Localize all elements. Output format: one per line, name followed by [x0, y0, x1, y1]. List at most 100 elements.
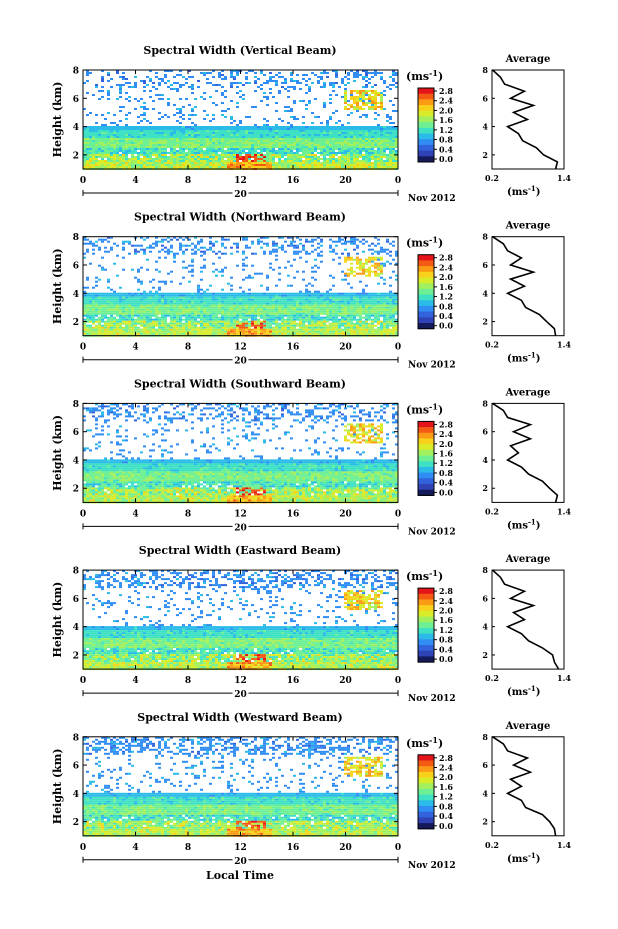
heatmap-cell [392, 84, 395, 86]
heatmap-cell [89, 302, 92, 305]
heatmap-cell [353, 144, 356, 146]
heatmap-cell [140, 304, 143, 307]
heatmap-cell [386, 158, 389, 160]
heatmap-cell [209, 312, 212, 315]
heatmap-cell [152, 162, 155, 164]
heatmap-cell [275, 314, 278, 317]
heatmap-cell [134, 152, 137, 154]
heatmap-cell [122, 332, 125, 335]
heatmap-cell [173, 330, 176, 333]
heatmap-cell [107, 250, 110, 253]
heatmap-cell [338, 142, 341, 144]
heatmap-cell [392, 144, 395, 146]
heatmap-cell [191, 252, 194, 255]
heatmap-cell [164, 136, 167, 138]
heatmap-cell [113, 154, 116, 156]
heatmap-cell [158, 312, 161, 315]
heatmap-cell [230, 164, 233, 166]
heatmap-cell [140, 308, 143, 311]
heatmap-cell [101, 300, 104, 303]
heatmap-cell [98, 160, 101, 162]
heatmap-cell [218, 136, 221, 138]
heatmap-cell [182, 118, 185, 120]
heatmap-cell [185, 316, 188, 319]
heatmap-cell [131, 324, 134, 327]
heatmap-cell [104, 294, 107, 297]
heatmap-cell [92, 158, 95, 160]
heatmap-cell [287, 314, 290, 317]
heatmap-cell [206, 142, 209, 144]
heatmap-cell [314, 140, 317, 142]
heatmap-cell [200, 144, 203, 146]
heatmap-cell [326, 130, 329, 132]
heatmap-cell [272, 240, 275, 243]
heatmap-cell [236, 156, 239, 158]
heatmap-cell [236, 246, 239, 249]
heatmap-cell [143, 328, 146, 331]
heatmap-cell [149, 128, 152, 130]
heatmap-cell [269, 158, 272, 160]
heatmap-cell [185, 142, 188, 144]
heatmap-cell [158, 148, 161, 150]
heatmap-cell [161, 148, 164, 150]
y-tick-label: 2 [73, 151, 79, 161]
heatmap-cell [155, 150, 158, 152]
heatmap-cell [143, 130, 146, 132]
heatmap-cell [290, 312, 293, 315]
heatmap-cell [257, 324, 260, 327]
heatmap-cell [380, 100, 383, 102]
heatmap-cell [389, 138, 392, 140]
heatmap-cell [113, 262, 116, 265]
heatmap-cell [356, 150, 359, 152]
heatmap-cell [245, 166, 248, 168]
heatmap-cell [323, 104, 326, 106]
heatmap-cell [299, 88, 302, 90]
heatmap-cell [305, 240, 308, 243]
heatmap-cell [239, 316, 242, 319]
heatmap-cell [239, 120, 242, 122]
heatmap-cell [380, 72, 383, 74]
heatmap-cell [302, 156, 305, 158]
heatmap-cell [278, 152, 281, 154]
heatmap-cell [188, 314, 191, 317]
heatmap-cell [146, 298, 149, 301]
heatmap-cell [317, 132, 320, 134]
heatmap-cell [263, 140, 266, 142]
heatmap-cell [107, 286, 110, 289]
heatmap-cell [242, 166, 245, 168]
heatmap-cell [344, 148, 347, 150]
heatmap-cell [101, 240, 104, 243]
heatmap-cell [227, 138, 230, 140]
heatmap-cell [116, 144, 119, 146]
heatmap-cell [380, 136, 383, 138]
heatmap-cell [122, 166, 125, 168]
heatmap-cell [149, 314, 152, 317]
heatmap-cell [200, 324, 203, 327]
heatmap-cell [362, 76, 365, 78]
heatmap-cell [98, 332, 101, 335]
heatmap-cell [83, 242, 86, 245]
heatmap-cell [131, 328, 134, 331]
heatmap-cell [224, 156, 227, 158]
heatmap-cell [335, 166, 338, 168]
heatmap-cell [95, 150, 98, 152]
heatmap-cell [167, 86, 170, 88]
heatmap-cell [257, 242, 260, 245]
heatmap-cell [290, 86, 293, 88]
heatmap-cell [344, 108, 347, 110]
heatmap-cell [173, 132, 176, 134]
heatmap-cell [209, 162, 212, 164]
heatmap-cell [341, 144, 344, 146]
heatmap-cell [92, 150, 95, 152]
heatmap-cell [350, 126, 353, 128]
heatmap-cell [149, 166, 152, 168]
heatmap-cell [110, 162, 113, 164]
heatmap-cell [176, 88, 179, 90]
heatmap-cell [161, 154, 164, 156]
heatmap-cell [326, 164, 329, 166]
heatmap-cell [200, 320, 203, 323]
heatmap-cell [257, 320, 260, 323]
average-title: Average [505, 54, 551, 65]
heatmap-cell [185, 156, 188, 158]
heatmap-cell [116, 322, 119, 325]
